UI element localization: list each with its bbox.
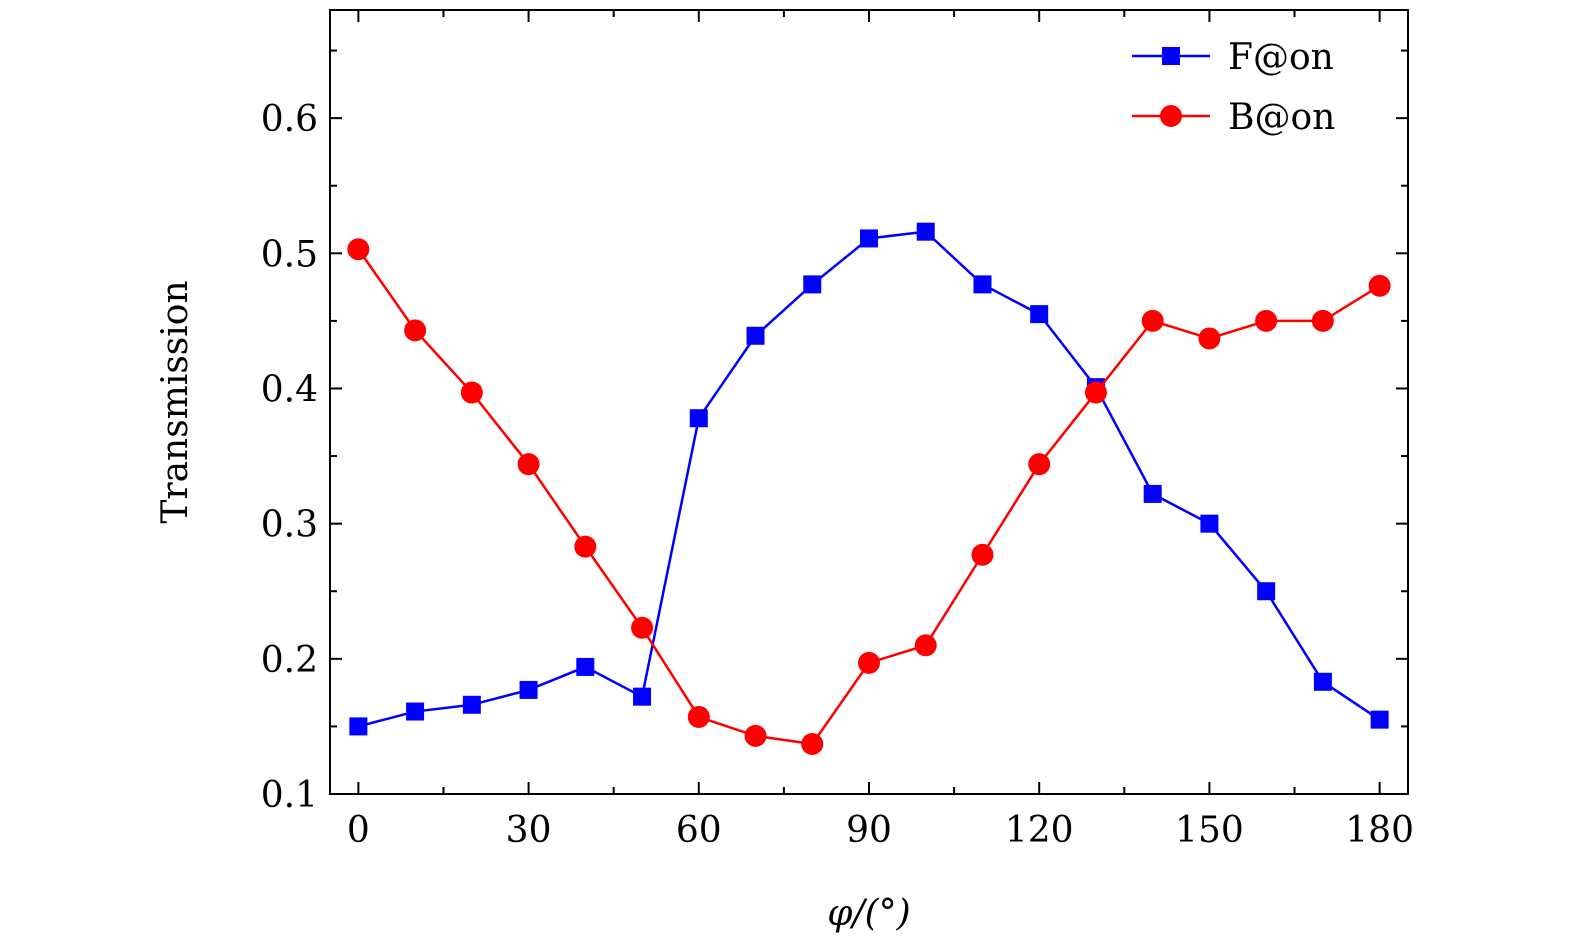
data-point-circle: [914, 634, 937, 657]
data-point-square: [633, 687, 652, 706]
x-tick-label: 120: [1005, 810, 1074, 851]
data-point-square: [576, 657, 595, 676]
data-point-circle: [1084, 381, 1107, 404]
legend: F@on B@on: [1132, 37, 1335, 138]
data-point-square: [860, 229, 878, 248]
x-tick-label: 30: [506, 810, 552, 851]
data-point-square: [1313, 672, 1332, 691]
x-tick-label: 0: [347, 810, 370, 851]
data-point-circle: [574, 535, 597, 558]
data-point-square: [462, 695, 481, 714]
data-point-square: [1200, 514, 1219, 533]
data-point-circle: [517, 453, 540, 476]
legend-label: B@on: [1228, 97, 1335, 138]
series-layer: [347, 222, 1391, 755]
data-point-square: [519, 680, 538, 699]
legend-item: F@on: [1132, 37, 1334, 78]
legend-item: B@on: [1132, 97, 1335, 138]
data-point-square: [803, 275, 822, 294]
series-B@on: [347, 238, 1391, 755]
x-tick-label: 150: [1175, 810, 1244, 851]
data-point-circle: [460, 381, 483, 404]
data-point-square: [916, 222, 935, 241]
y-tick-label: 0.1: [261, 775, 318, 816]
x-tick-label: 90: [846, 810, 892, 851]
data-point-circle: [971, 543, 994, 566]
data-point-circle: [744, 724, 767, 747]
data-point-circle: [1141, 309, 1164, 332]
data-point-square: [689, 409, 708, 428]
data-point-square: [973, 275, 992, 294]
data-point-circle: [858, 651, 880, 674]
data-point-circle: [631, 616, 654, 639]
data-point-circle: [801, 732, 824, 755]
x-axis-title: φ/(°): [827, 893, 910, 934]
y-tick-label: 0.3: [261, 505, 318, 546]
legend-marker-circle: [1160, 105, 1182, 127]
data-point-square: [1030, 305, 1049, 324]
legend-label: F@on: [1228, 37, 1334, 78]
data-point-square: [406, 702, 425, 721]
y-tick-label: 0.6: [261, 99, 318, 140]
y-tick-label: 0.4: [261, 369, 318, 410]
ticks-layer: 0 30 60 90 120 150 180 0.1 0.2 0.3 0.4 0.5 0.6: [261, 10, 1414, 851]
data-point-square: [349, 717, 368, 736]
y-tick-label: 0.2: [261, 640, 318, 681]
data-point-circle: [347, 238, 370, 261]
data-point-circle: [404, 319, 427, 342]
data-point-circle: [1028, 453, 1051, 476]
data-point-circle: [1368, 274, 1391, 297]
y-tick-label: 0.5: [261, 234, 318, 275]
y-axis-title: Transmission: [155, 280, 196, 523]
data-point-square: [746, 326, 765, 345]
data-point-square: [1257, 582, 1276, 601]
data-point-circle: [687, 705, 710, 728]
x-tick-label: 180: [1345, 810, 1414, 851]
data-point-circle: [1311, 309, 1334, 332]
data-point-circle: [1198, 327, 1221, 350]
x-tick-label: 60: [676, 810, 722, 851]
legend-marker-square: [1162, 47, 1180, 65]
data-point-square: [1143, 484, 1162, 503]
data-point-circle: [1255, 309, 1278, 332]
data-point-square: [1370, 710, 1389, 729]
